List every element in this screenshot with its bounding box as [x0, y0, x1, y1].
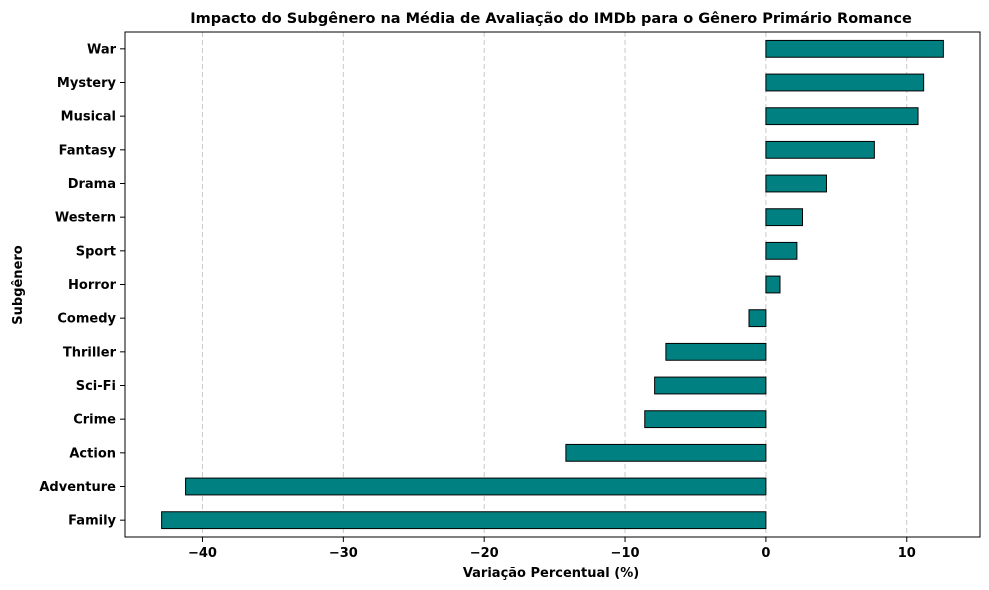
y-tick-label: Sci-Fi [76, 379, 116, 394]
bar-musical [765, 107, 919, 126]
bar-horror [765, 275, 781, 294]
bar-crime [644, 410, 767, 429]
bar-sport [765, 241, 798, 260]
y-tick-label: Musical [61, 110, 116, 125]
y-axis-label: Subgênero [11, 245, 26, 325]
bar-war [765, 39, 944, 58]
x-axis-ticks: −40 −30 −20 −10 0 10 [188, 537, 916, 561]
x-tick-label: −20 [470, 546, 499, 561]
bar-thriller [665, 342, 767, 361]
x-tick-label: 10 [898, 546, 916, 561]
x-tick-label: −40 [188, 546, 217, 561]
chart-title: Impacto do Subgênero na Média de Avaliaç… [190, 11, 912, 27]
y-tick-label: Comedy [57, 312, 116, 327]
y-tick-label: Western [55, 211, 116, 226]
y-tick-label: Fantasy [59, 143, 117, 158]
y-axis-ticks: War Mystery Musical Fantasy Drama Western Spor… [39, 42, 125, 529]
y-tick-label: Mystery [57, 76, 117, 91]
y-tick-label: Adventure [39, 480, 116, 495]
bars [161, 39, 944, 530]
x-tick-label: −10 [611, 546, 640, 561]
bar-comedy [748, 309, 767, 328]
x-tick-label: −30 [329, 546, 358, 561]
bar-mystery [765, 73, 925, 92]
bar-fantasy [765, 140, 875, 159]
y-tick-label: Family [68, 514, 116, 529]
bar-drama [765, 174, 827, 193]
y-tick-label: Horror [68, 278, 117, 293]
bar-family [161, 511, 767, 530]
bar-adventure [185, 477, 767, 496]
x-axis-label: Variação Percentual (%) [463, 566, 639, 581]
y-tick-label: Crime [73, 413, 116, 428]
x-tick-label: 0 [761, 546, 770, 561]
bar-sci-fi [654, 376, 767, 395]
bar-action [565, 443, 767, 462]
y-tick-label: Thriller [63, 345, 117, 360]
y-tick-label: Drama [68, 177, 116, 192]
y-tick-label: War [87, 42, 117, 57]
y-tick-label: Sport [76, 244, 116, 259]
y-tick-label: Action [69, 446, 116, 461]
bar-western [765, 208, 804, 227]
